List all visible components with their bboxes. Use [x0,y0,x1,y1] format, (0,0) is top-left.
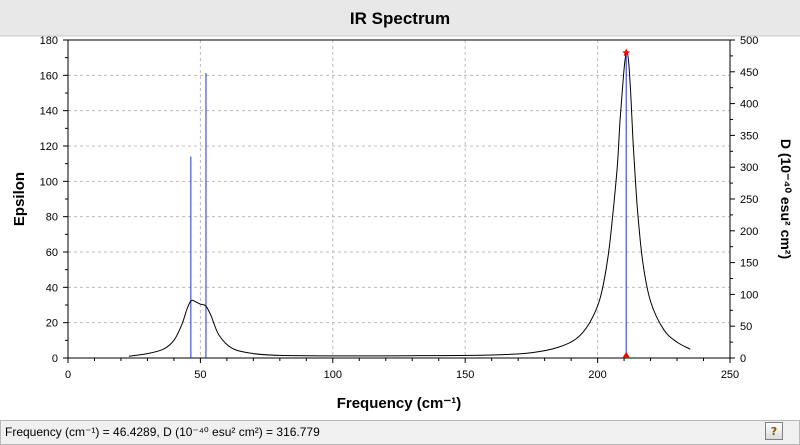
y2-tick-label: 350 [740,130,758,142]
spectrum-line [128,51,691,357]
y-tick-label: 0 [52,353,58,365]
y2-tick-label: 150 [740,258,758,270]
question-mark-icon: ? [770,424,778,438]
y-tick-label: 40 [46,282,58,294]
y2-axis-label: D (10⁻⁴⁰ esu² cm²) [778,139,794,259]
title-bar [0,0,800,36]
peak-triangle-marker [622,352,631,358]
y-tick-label: 160 [40,70,58,82]
x-tick-label: 100 [324,369,342,381]
plot-area [68,40,730,358]
y2-tick-label: 50 [740,321,752,333]
y2-tick-label: 100 [740,289,758,301]
y-tick-label: 60 [46,247,58,259]
y-axis-label: Epsilon [11,172,28,226]
help-button[interactable]: ? [765,422,783,440]
y2-tick-label: 0 [740,353,746,365]
y-tick-label: 120 [40,141,58,153]
y-tick-label: 100 [40,176,58,188]
y-tick-label: 80 [46,212,58,224]
status-bar: Frequency (cm⁻¹) = 46.4289, D (10⁻⁴⁰ esu… [0,420,800,445]
x-tick-label: 250 [721,369,739,381]
y2-tick-label: 500 [740,35,758,47]
x-tick-label: 200 [588,369,606,381]
x-tick-label: 150 [456,369,474,381]
peak-star-marker [622,48,631,57]
y2-tick-label: 250 [740,194,758,206]
y-tick-label: 180 [40,35,58,47]
ir-spectrum-chart[interactable]: IR Spectrum 0 50 100 150 200 250 0 20 40 60 80 100 12… [0,0,800,420]
y2-tick-label: 450 [740,67,758,79]
x-axis-label: Frequency (cm⁻¹) [337,395,462,412]
y-tick-label: 140 [40,106,58,118]
y2-tick-label: 300 [740,162,758,174]
y2-tick-label: 200 [740,226,758,238]
chart-title: IR Spectrum [350,9,450,28]
x-tick-label: 50 [194,369,206,381]
grid-lines [68,40,730,358]
y-tick-label: 20 [46,318,58,330]
y2-tick-label: 400 [740,99,758,111]
status-readout: Frequency (cm⁻¹) = 46.4289, D (10⁻⁴⁰ esu… [5,425,320,439]
x-tick-label: 0 [65,369,71,381]
